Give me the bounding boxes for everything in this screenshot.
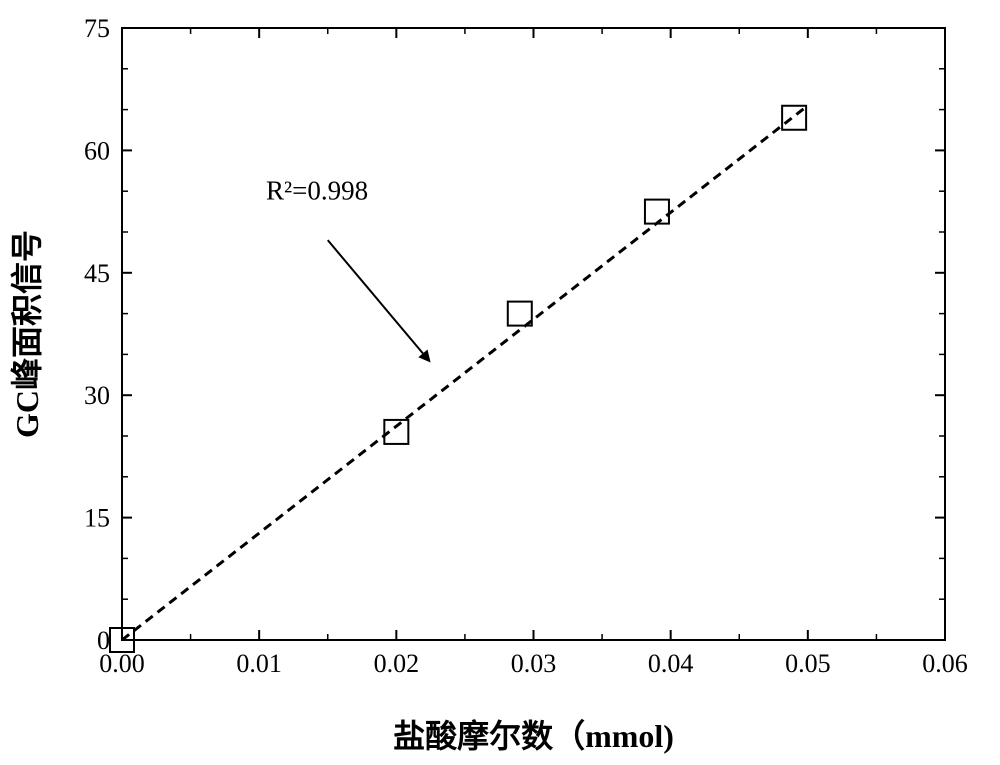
chart-container: 0.000.010.020.030.040.050.0601530456075R… [0,0,1000,765]
linear-fit-line [122,106,808,640]
y-axis-label: GC峰面积信号 [9,230,45,438]
y-tick-label: 45 [84,259,110,288]
x-tick-label: 0.01 [236,649,282,678]
y-tick-label: 0 [97,626,110,655]
x-tick-label: 0.04 [648,649,694,678]
r-squared-annotation: R²=0.998 [266,175,368,205]
x-tick-label: 0.03 [511,649,557,678]
x-axis-label: 盐酸摩尔数（mmol) [393,718,674,754]
x-tick-label: 0.02 [374,649,420,678]
x-tick-label: 0.05 [785,649,831,678]
data-point-marker [645,200,669,224]
calibration-scatter-chart: 0.000.010.020.030.040.050.0601530456075R… [0,0,1000,765]
y-tick-label: 15 [84,504,110,533]
plot-border [122,28,945,640]
y-tick-label: 60 [84,136,110,165]
annotation-arrow-shaft [328,240,423,353]
y-tick-label: 30 [84,381,110,410]
y-tick-label: 75 [84,14,110,43]
x-tick-label: 0.06 [922,649,968,678]
